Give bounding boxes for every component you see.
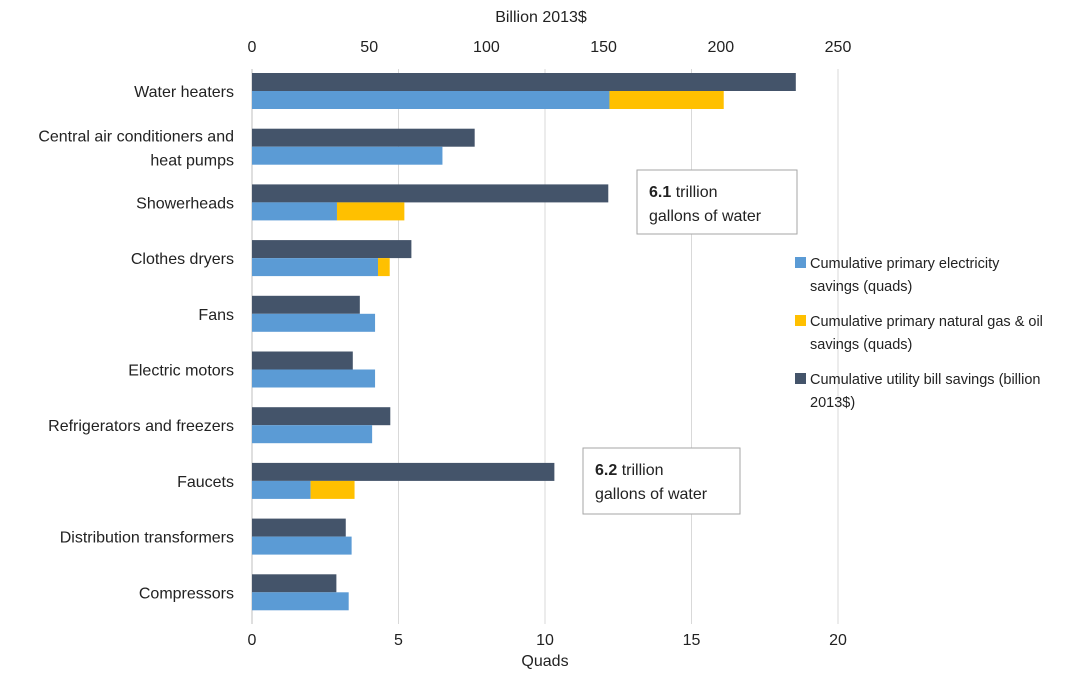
bottom-tick-label: 0 [248,632,257,649]
annotation-text: 6.2 trillion [595,462,663,479]
bar-utility-bill-savings [252,351,353,370]
bottom-tick-label: 5 [394,632,403,649]
bar-utility-bill-savings [252,240,412,259]
category-label: Water heaters [134,84,234,101]
bar-electricity-savings [252,313,376,332]
bar-utility-bill-savings [252,407,391,426]
annotation-box [636,169,798,235]
legend-swatch [795,315,806,326]
bar-electricity-savings [252,425,373,444]
legend-swatch [795,257,806,268]
category-label: Electric motors [128,363,234,380]
annotation-text: 6.1 trillion [649,184,717,201]
bar-electricity-savings [252,369,376,388]
bar-utility-bill-savings [252,128,475,147]
axes: Billion 2013$ Quads 0 5 10 15 200 50 100 150 200… [248,9,852,670]
annotations: 6.1 trillion gallons of water 6.2 trillion… [582,169,798,515]
bar-utility-bill-savings [252,462,555,481]
legend-label: savings (quads) [810,337,912,353]
annotation-text: gallons of water [649,208,762,225]
bottom-axis-title: Quads [521,653,568,670]
category-label: Central air conditioners and [38,129,234,146]
legend-label: Cumulative primary electricity [810,256,1000,272]
bottom-tick-label: 20 [829,632,847,649]
bar-electricity-savings [252,592,349,611]
top-tick-label: 150 [590,39,617,56]
top-tick-label: 200 [707,39,734,56]
bar-electricity-savings [252,536,352,555]
category-label: Fans [198,307,234,324]
bars [252,73,796,611]
legend-label: Cumulative primary natural gas & oil [810,314,1043,330]
bar-natural-gas-oil-savings [310,480,355,499]
bar-electricity-savings [252,480,311,499]
legend-label: 2013$) [810,395,855,411]
category-label: Showerheads [136,195,234,212]
annotation-unit: trillion [617,462,663,479]
category-label: Faucets [177,474,234,491]
bar-utility-bill-savings [252,73,796,91]
category-label: Refrigerators and freezers [48,418,234,435]
category-label: Distribution transformers [60,530,234,547]
top-tick-label: 100 [473,39,500,56]
bar-natural-gas-oil-savings [336,202,405,221]
bar-utility-bill-savings [252,184,609,203]
legend-label: Cumulative utility bill savings (billion [810,372,1040,388]
bottom-tick-label: 10 [536,632,554,649]
category-label: Compressors [139,585,234,602]
category-label: heat pumps [150,153,234,170]
annotation-bold-value: 6.1 [649,184,671,201]
bar-utility-bill-savings [252,518,346,537]
top-tick-label: 50 [360,39,378,56]
bar-utility-bill-savings [252,574,337,593]
bar-electricity-savings [252,146,443,165]
annotation-unit: trillion [671,184,717,201]
top-tick-label: 0 [248,39,257,56]
bar-natural-gas-oil-savings [377,258,390,277]
bar-utility-bill-savings [252,295,360,314]
top-tick-label: 250 [825,39,852,56]
bar-natural-gas-oil-savings [609,91,724,109]
bottom-tick-label: 15 [683,632,701,649]
bar-electricity-savings [252,258,378,277]
bar-electricity-savings [252,202,337,221]
legend-swatch [795,373,806,384]
top-axis-title: Billion 2013$ [495,9,587,26]
annotation-box [582,447,741,515]
legend-label: savings (quads) [810,279,912,295]
annotation-text: gallons of water [595,486,708,503]
legend: Cumulative primary electricity savings (q… [795,256,1043,411]
category-labels: Water heaters Central air conditioners an… [38,84,234,602]
category-label: Clothes dryers [131,251,234,268]
annotation-bold-value: 6.2 [595,462,617,479]
bar-electricity-savings [252,91,610,109]
